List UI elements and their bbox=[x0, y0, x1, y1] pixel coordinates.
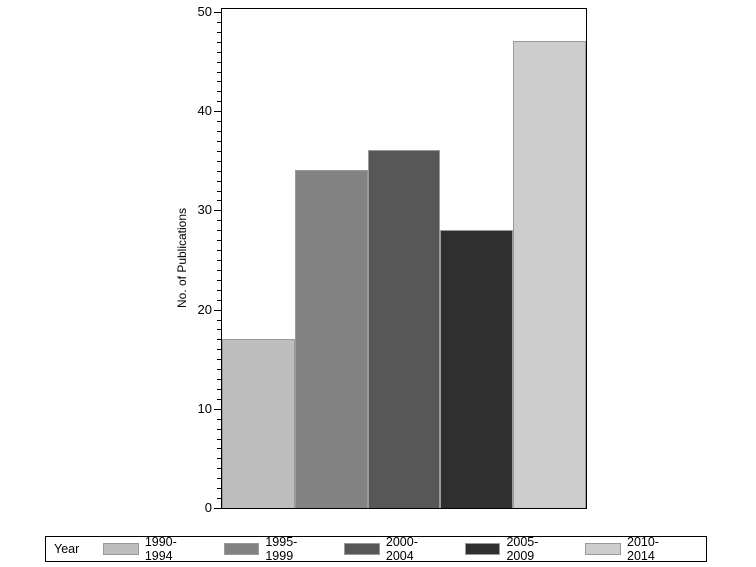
minor-tick bbox=[217, 131, 221, 132]
legend-swatch bbox=[464, 543, 501, 555]
minor-tick bbox=[217, 42, 221, 43]
legend-item: 2005-2009 bbox=[464, 535, 566, 563]
minor-tick bbox=[217, 320, 221, 321]
minor-tick bbox=[217, 250, 221, 251]
minor-tick bbox=[217, 161, 221, 162]
major-tick bbox=[214, 12, 221, 13]
minor-tick bbox=[217, 200, 221, 201]
minor-tick bbox=[217, 389, 221, 390]
minor-tick bbox=[217, 458, 221, 459]
plot-area bbox=[221, 8, 587, 509]
legend-item: 2010-2014 bbox=[585, 535, 686, 563]
y-axis-label: No. of Publications bbox=[175, 207, 189, 309]
y-tick-label: 10 bbox=[197, 401, 212, 416]
minor-tick bbox=[217, 62, 221, 63]
minor-tick bbox=[217, 429, 221, 430]
minor-tick bbox=[217, 280, 221, 281]
minor-tick bbox=[217, 290, 221, 291]
legend-label: 1995-1999 bbox=[265, 535, 298, 563]
y-tick-label: 40 bbox=[197, 103, 212, 118]
bar-1995-1999 bbox=[294, 170, 368, 508]
minor-tick bbox=[217, 240, 221, 241]
minor-tick bbox=[217, 101, 221, 102]
minor-tick bbox=[217, 230, 221, 231]
bar-2010-2014 bbox=[513, 40, 586, 508]
minor-tick bbox=[217, 439, 221, 440]
minor-tick bbox=[217, 468, 221, 469]
minor-tick bbox=[217, 478, 221, 479]
legend-item: 1995-1999 bbox=[223, 535, 325, 563]
legend-label: 2000-2004 bbox=[385, 535, 418, 563]
minor-tick bbox=[217, 141, 221, 142]
major-tick bbox=[214, 409, 221, 410]
legend-label: 1990-1994 bbox=[144, 535, 177, 563]
minor-tick bbox=[217, 151, 221, 152]
minor-tick bbox=[217, 498, 221, 499]
y-tick-label: 20 bbox=[197, 302, 212, 317]
minor-tick bbox=[217, 191, 221, 192]
minor-tick bbox=[217, 171, 221, 172]
minor-tick bbox=[217, 72, 221, 73]
minor-tick bbox=[217, 369, 221, 370]
minor-tick bbox=[217, 339, 221, 340]
minor-tick bbox=[217, 220, 221, 221]
legend-item: 2000-2004 bbox=[344, 535, 445, 563]
major-tick bbox=[214, 508, 221, 509]
minor-tick bbox=[217, 32, 221, 33]
minor-tick bbox=[217, 81, 221, 82]
y-tick-label: 50 bbox=[197, 4, 212, 19]
major-tick bbox=[214, 111, 221, 112]
major-tick bbox=[214, 310, 221, 311]
minor-tick bbox=[217, 52, 221, 53]
minor-tick bbox=[217, 329, 221, 330]
minor-tick bbox=[217, 419, 221, 420]
minor-tick bbox=[217, 260, 221, 261]
legend-label: 2010-2014 bbox=[627, 535, 659, 563]
legend-swatch bbox=[223, 543, 260, 555]
bar-2005-2009 bbox=[440, 229, 514, 508]
minor-tick bbox=[217, 181, 221, 182]
minor-tick bbox=[217, 359, 221, 360]
minor-tick bbox=[217, 270, 221, 271]
legend-swatch bbox=[344, 543, 380, 555]
legend-title: Year bbox=[54, 542, 80, 556]
legend-swatch bbox=[103, 543, 139, 555]
legend-label: 2005-2009 bbox=[506, 535, 539, 563]
minor-tick bbox=[217, 399, 221, 400]
legend: Year 1990-1994 1995-1999 2000-2004 2005-200… bbox=[45, 535, 707, 563]
minor-tick bbox=[217, 91, 221, 92]
minor-tick bbox=[217, 488, 221, 489]
minor-tick bbox=[217, 121, 221, 122]
bar-2000-2004 bbox=[367, 150, 441, 508]
minor-tick bbox=[217, 300, 221, 301]
minor-tick bbox=[217, 349, 221, 350]
bar-1990-1994 bbox=[222, 339, 295, 508]
legend-swatch bbox=[585, 543, 621, 555]
minor-tick bbox=[217, 379, 221, 380]
minor-tick bbox=[217, 22, 221, 23]
major-tick bbox=[214, 210, 221, 211]
y-tick-label: 30 bbox=[197, 202, 212, 217]
legend-item: 1990-1994 bbox=[103, 535, 204, 563]
y-tick-label: 0 bbox=[204, 500, 212, 515]
minor-tick bbox=[217, 448, 221, 449]
